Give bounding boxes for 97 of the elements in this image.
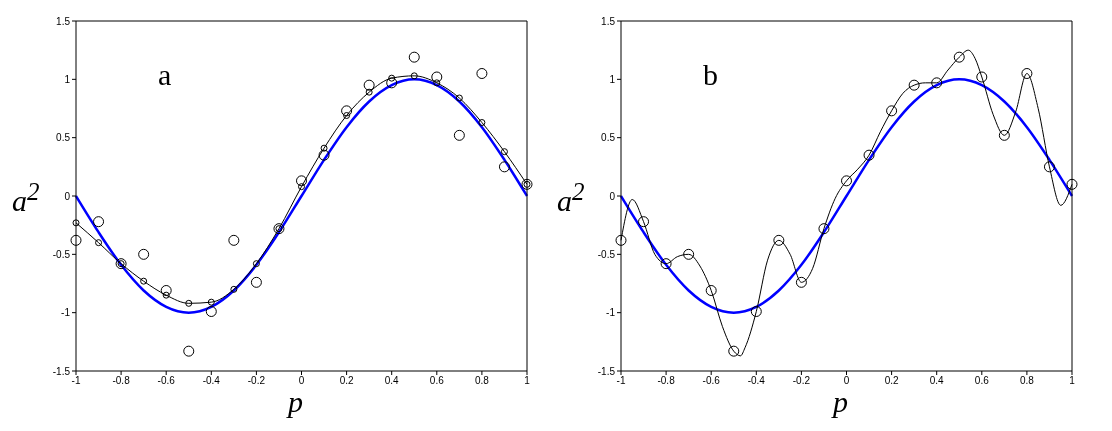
point xyxy=(773,234,785,246)
point xyxy=(660,258,672,270)
y-tick-label: -1 xyxy=(606,307,616,319)
point xyxy=(386,77,398,89)
point xyxy=(998,129,1010,141)
point xyxy=(298,183,305,191)
point xyxy=(160,285,172,296)
x-axis-title: p xyxy=(830,385,849,419)
point xyxy=(205,306,217,317)
point xyxy=(476,68,488,79)
point xyxy=(795,276,807,288)
y-tick-label: 0.5 xyxy=(601,132,616,144)
point xyxy=(72,219,80,227)
point xyxy=(343,112,351,119)
point xyxy=(705,285,717,296)
x-tick-label: 0.6 xyxy=(974,375,990,387)
point xyxy=(162,291,170,299)
point xyxy=(638,216,650,228)
x-tick-label: -0.2 xyxy=(247,375,266,387)
x-tick-label: -0.4 xyxy=(747,375,766,387)
point xyxy=(230,285,238,293)
x-tick-label: -0.6 xyxy=(702,375,721,387)
point xyxy=(683,248,695,260)
y-axis-title: a$^{2}$ xyxy=(12,178,40,218)
x-tick-label: -0.8 xyxy=(657,375,676,387)
x-tick-label: 0 xyxy=(843,375,850,387)
point xyxy=(728,345,740,357)
y-tick-label: -1.5 xyxy=(597,365,616,377)
point xyxy=(363,79,375,91)
annotation: b xyxy=(703,58,718,92)
point xyxy=(341,105,353,117)
x-tick-label: 0.4 xyxy=(384,375,400,387)
y-tick-label: 1.5 xyxy=(601,15,616,27)
point xyxy=(252,260,260,268)
point xyxy=(140,277,148,285)
point xyxy=(453,129,465,141)
annotation: a xyxy=(158,58,172,92)
x-tick-label: 0.2 xyxy=(884,375,899,387)
point xyxy=(183,345,195,357)
y-tick-label: 0 xyxy=(64,190,71,202)
y-tick-label: 1 xyxy=(609,73,616,85)
x-axis-title: p xyxy=(285,385,304,419)
point xyxy=(1043,161,1055,173)
x-tick-label: 0 xyxy=(298,375,305,387)
point xyxy=(70,234,82,246)
point xyxy=(431,71,443,83)
x-tick-label: -0.4 xyxy=(202,375,221,387)
point xyxy=(433,79,441,87)
point xyxy=(296,175,307,187)
point xyxy=(1066,178,1078,190)
point xyxy=(138,248,150,260)
y-tick-label: 1.5 xyxy=(56,15,71,27)
point xyxy=(976,71,988,83)
y-tick-label: -1.5 xyxy=(52,365,71,377)
point xyxy=(455,94,463,102)
x-tick-label: 1 xyxy=(1069,375,1076,387)
y-tick-label: 1 xyxy=(64,73,71,85)
point xyxy=(250,276,262,288)
point xyxy=(615,234,627,246)
x-tick-label: -0.6 xyxy=(157,375,176,387)
x-tick-label: -0.2 xyxy=(792,375,811,387)
point xyxy=(95,239,103,247)
point xyxy=(818,223,830,235)
point xyxy=(500,148,508,156)
point xyxy=(931,77,943,89)
point xyxy=(93,216,105,228)
y-axis-title: a$^{2}$ xyxy=(557,178,585,218)
y-tick-label: 0 xyxy=(609,190,616,202)
point xyxy=(408,51,420,63)
x-tick-label: 1 xyxy=(524,375,531,387)
point xyxy=(953,51,965,63)
x-tick-label: 0.6 xyxy=(429,375,445,387)
y-tick-label: -1 xyxy=(61,307,71,319)
point xyxy=(320,144,328,152)
point xyxy=(886,105,898,117)
x-tick-label: 0.4 xyxy=(929,375,945,387)
point xyxy=(478,119,486,126)
point xyxy=(863,149,875,161)
point xyxy=(207,298,215,306)
y-tick-label: -0.5 xyxy=(597,248,616,260)
point xyxy=(750,306,762,317)
y-tick-label: 0.5 xyxy=(56,132,71,144)
point xyxy=(318,149,330,161)
point xyxy=(1021,68,1033,79)
point xyxy=(908,79,920,91)
point xyxy=(498,161,510,173)
x-tick-label: 0.8 xyxy=(474,375,490,387)
point xyxy=(228,234,240,246)
point xyxy=(388,74,396,82)
point xyxy=(365,88,373,96)
y-tick-label: -0.5 xyxy=(52,248,71,260)
x-tick-label: -0.8 xyxy=(112,375,131,387)
point xyxy=(185,299,193,307)
point xyxy=(841,175,852,187)
point xyxy=(410,72,418,80)
x-tick-label: 0.8 xyxy=(1019,375,1035,387)
x-tick-label: 0.2 xyxy=(339,375,354,387)
